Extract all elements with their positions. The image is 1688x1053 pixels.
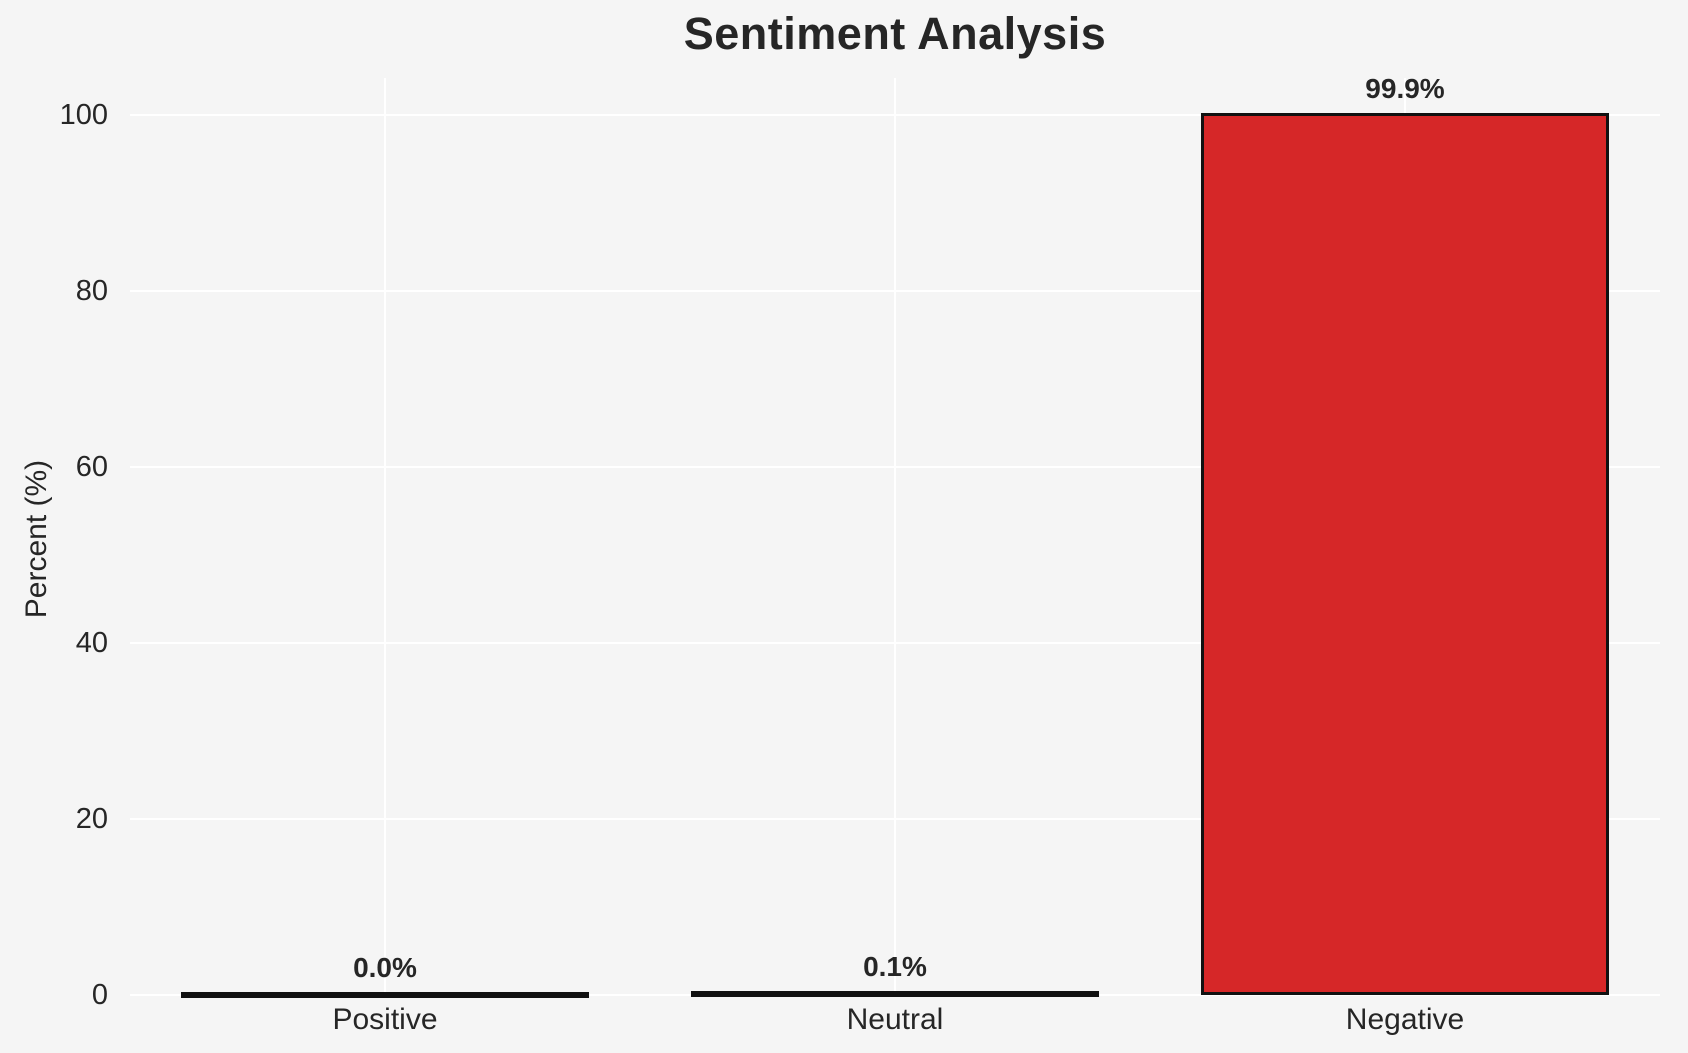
bar-negative xyxy=(1201,113,1609,995)
bar-positive xyxy=(181,992,589,998)
y-tick-label-60: 60 xyxy=(75,450,108,483)
y-tick-label-100: 100 xyxy=(59,98,108,131)
bar-neutral xyxy=(691,991,1099,997)
bar-value-label-negative: 99.9% xyxy=(1365,73,1445,104)
bar-value-label-positive: 0.0% xyxy=(353,952,417,983)
x-tick-label-negative: Negative xyxy=(1345,1003,1465,1036)
chart-title: Sentiment Analysis xyxy=(683,8,1107,59)
y-tick-label-0: 0 xyxy=(91,979,108,1011)
y-tick-label-80: 80 xyxy=(75,274,108,307)
gridline-v-neutral xyxy=(894,78,896,995)
y-tick-label-20: 20 xyxy=(75,802,108,835)
x-tick-label-neutral: Neutral xyxy=(846,1003,944,1036)
x-tick-label-positive: Positive xyxy=(332,1003,438,1036)
plot-area: 0.0% Positive 0.1% Neutral 99.9% Negative xyxy=(130,73,1660,1036)
gridline-v-positive xyxy=(384,78,386,995)
bar-value-label-neutral: 0.1% xyxy=(863,951,927,982)
y-tick-label-40: 40 xyxy=(75,626,108,659)
